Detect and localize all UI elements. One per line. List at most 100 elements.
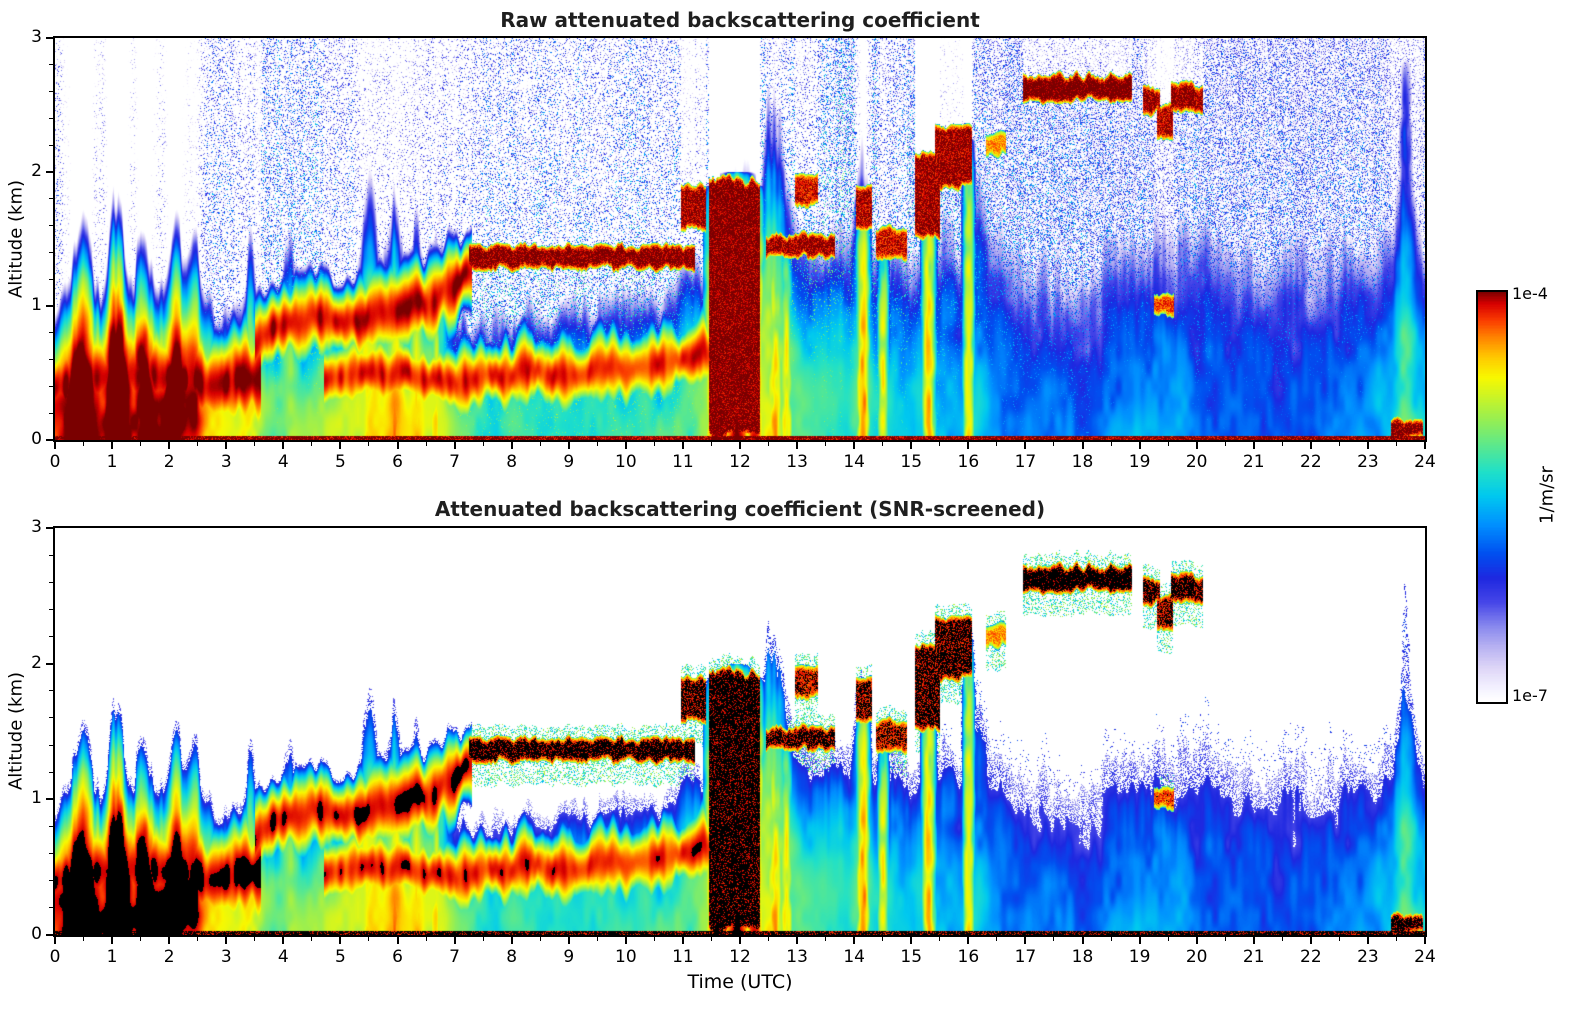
y-minor-tick-mark	[49, 64, 53, 66]
x-tick-label: 16	[957, 452, 980, 472]
x-tick-mark	[225, 442, 228, 449]
x-tick-mark	[168, 442, 171, 449]
x-minor-tick-mark	[1338, 937, 1340, 941]
x-tick-label: 20	[1185, 947, 1208, 967]
x-minor-tick-mark	[311, 442, 313, 446]
x-tick-mark	[1424, 937, 1426, 944]
x-tick-label: 12	[729, 452, 751, 472]
x-tick-mark	[396, 442, 399, 449]
x-tick-label: 10	[615, 947, 637, 967]
y-minor-tick-mark	[49, 332, 53, 334]
x-minor-tick-mark	[939, 442, 941, 446]
x-tick-mark	[453, 442, 456, 449]
x-tick-label: 5	[334, 452, 346, 472]
x-tick-mark	[54, 442, 56, 449]
y-tick-label: 1	[31, 788, 42, 809]
x-tick-mark	[396, 937, 399, 944]
x-minor-tick-mark	[425, 937, 427, 941]
x-tick-label: 3	[220, 947, 232, 967]
x-tick-mark	[1138, 937, 1141, 944]
x-minor-tick-mark	[653, 442, 655, 446]
x-tick-label: 8	[506, 452, 518, 472]
x-minor-tick-mark	[83, 937, 85, 941]
x-minor-tick-mark	[710, 442, 712, 446]
x-minor-tick-mark	[1281, 442, 1283, 446]
x-tick-mark	[111, 937, 114, 944]
y-minor-tick-mark	[49, 198, 53, 200]
x-minor-tick-mark	[825, 937, 827, 941]
y-minor-tick-mark	[49, 91, 53, 93]
x-minor-tick-mark	[311, 937, 313, 941]
x-tick-label: 4	[277, 452, 289, 472]
x-tick-label: 12	[729, 947, 751, 967]
colorbar-canvas	[1478, 292, 1506, 702]
x-tick-mark	[1252, 937, 1255, 944]
y-tick-mark	[46, 662, 53, 665]
y-tick-mark	[46, 934, 53, 936]
x-tick-label: 11	[672, 947, 694, 967]
x-minor-tick-mark	[768, 442, 770, 446]
y-minor-tick-mark	[49, 144, 53, 146]
y-tick-mark	[46, 439, 53, 441]
x-tick-label: 5	[334, 947, 346, 967]
x-tick-mark	[1424, 442, 1426, 449]
x-minor-tick-mark	[1395, 442, 1397, 446]
y-tick-mark	[46, 527, 53, 529]
x-minor-tick-mark	[882, 442, 884, 446]
x-minor-tick-mark	[768, 937, 770, 941]
x-tick-label: 17	[1014, 452, 1037, 472]
x-tick-label: 21	[1242, 947, 1265, 967]
x-tick-label: 22	[1300, 452, 1322, 472]
x-tick-label: 21	[1242, 452, 1265, 472]
y-minor-tick-mark	[49, 581, 53, 583]
x-tick-mark	[453, 937, 456, 944]
y-minor-tick-mark	[49, 359, 53, 361]
y-minor-tick-mark	[49, 554, 53, 556]
x-minor-tick-mark	[1167, 937, 1169, 941]
x-tick-mark	[54, 937, 56, 944]
x-tick-mark	[796, 937, 799, 944]
x-minor-tick-mark	[197, 442, 199, 446]
x-tick-label: 1	[106, 947, 118, 967]
y-minor-tick-mark	[49, 853, 53, 855]
x-tick-mark	[624, 442, 627, 449]
x-tick-label: 11	[672, 452, 694, 472]
y-minor-tick-mark	[49, 225, 53, 227]
colorbar-max-label: 1e-4	[1512, 284, 1548, 303]
x-tick-mark	[1081, 937, 1084, 944]
x-tick-label: 13	[786, 947, 808, 967]
x-tick-mark	[739, 442, 741, 449]
raw-y-axis-label: Altitude (km)	[5, 179, 27, 299]
x-tick-mark	[1024, 442, 1027, 449]
y-minor-tick-mark	[49, 717, 53, 719]
y-minor-tick-mark	[49, 880, 53, 882]
y-minor-tick-mark	[49, 412, 53, 414]
x-minor-tick-mark	[254, 937, 256, 941]
y-tick-label: 0	[31, 429, 42, 449]
x-tick-mark	[168, 937, 171, 944]
panel-raw-plot-area	[53, 36, 1427, 442]
x-tick-label: 0	[49, 947, 61, 967]
y-tick-label: 3	[31, 517, 42, 537]
x-tick-label: 18	[1071, 452, 1094, 472]
x-tick-label: 16	[957, 947, 980, 967]
y-minor-tick-mark	[49, 825, 53, 827]
y-minor-tick-mark	[49, 385, 53, 387]
x-axis-label: Time (UTC)	[687, 971, 793, 993]
x-tick-label: 2	[163, 947, 175, 967]
x-minor-tick-mark	[653, 937, 655, 941]
x-tick-label: 19	[1128, 947, 1151, 967]
x-tick-mark	[739, 937, 741, 944]
x-minor-tick-mark	[1053, 937, 1055, 941]
screened-heatmap-canvas	[55, 528, 1425, 935]
x-tick-mark	[1024, 937, 1027, 944]
x-tick-mark	[111, 442, 114, 449]
x-minor-tick-mark	[1224, 442, 1226, 446]
y-minor-tick-mark	[49, 278, 53, 280]
x-minor-tick-mark	[1110, 442, 1112, 446]
y-minor-tick-mark	[49, 690, 53, 692]
x-tick-mark	[1309, 442, 1312, 449]
y-tick-mark	[46, 798, 53, 801]
x-minor-tick-mark	[197, 937, 199, 941]
colorbar-min-label: 1e-7	[1512, 686, 1548, 705]
